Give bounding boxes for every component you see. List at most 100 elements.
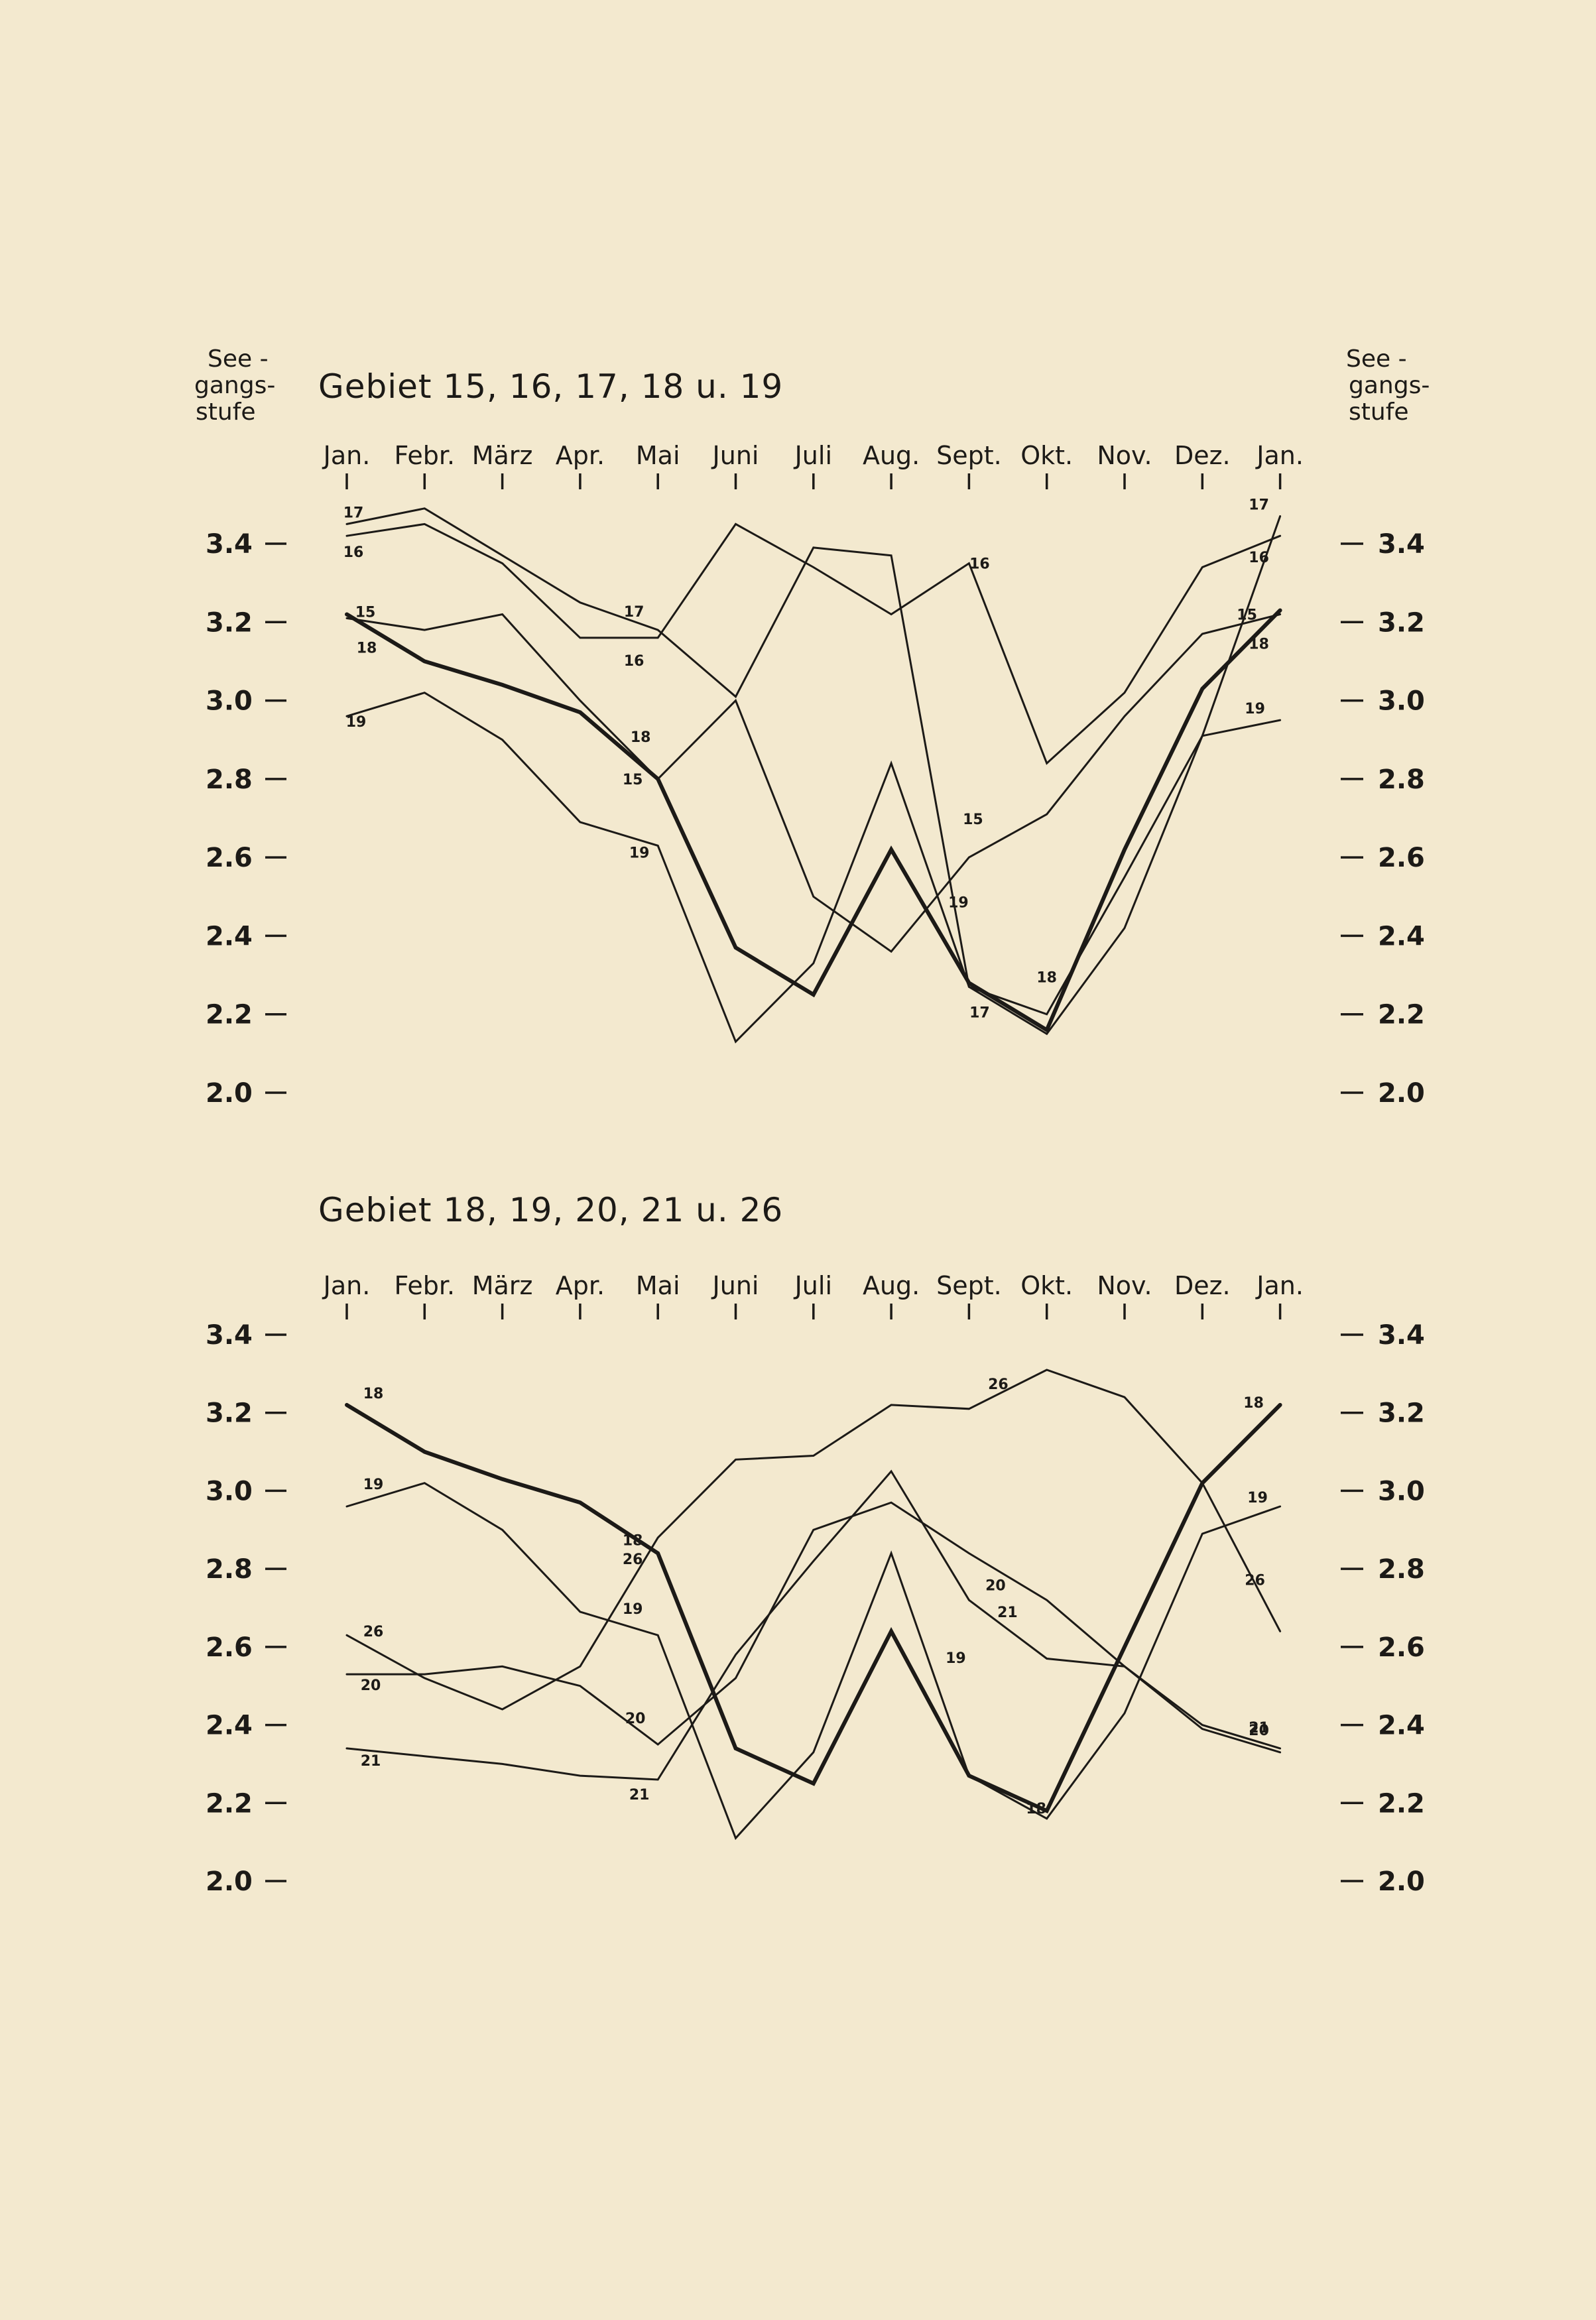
series-label-19-0: 19 — [346, 714, 367, 731]
series-label-19-2: 19 — [948, 894, 969, 911]
series-label-17-2: 17 — [969, 1005, 990, 1021]
series-label-19-3: 19 — [1247, 1490, 1268, 1506]
series-line-16 — [345, 522, 1282, 765]
month-label-11: Dez. — [1174, 1271, 1231, 1300]
month-label-6: Juli — [794, 1271, 832, 1300]
y-tick-left-2: 3.0 — [206, 686, 253, 717]
series-label-21-2: 21 — [997, 1605, 1018, 1621]
month-label-2: März — [472, 441, 533, 470]
series-line-18 — [345, 608, 1282, 1033]
y-tick-left-3: 2.8 — [206, 1554, 253, 1585]
y-tick-right-7: 2.0 — [1378, 1866, 1425, 1897]
y-tick-right-4: 2.6 — [1378, 1632, 1425, 1663]
month-label-11: Dez. — [1174, 441, 1231, 470]
y-tick-right-1: 3.2 — [1378, 607, 1425, 638]
y-tick-left-0: 3.4 — [206, 1320, 253, 1351]
chart-2-title: Gebiet 18, 19, 20, 21 u. 26 — [318, 1191, 783, 1229]
month-label-0: Jan. — [322, 1271, 371, 1300]
y-axis-label-left-line-3: stufe — [196, 398, 256, 426]
chart-1-title: Gebiet 15, 16, 17, 18 u. 19 — [318, 367, 783, 406]
series-label-19-3: 19 — [1245, 701, 1265, 717]
y-tick-right-3: 2.8 — [1378, 764, 1425, 795]
series-line-17 — [345, 507, 1282, 1036]
y-tick-left-3: 2.8 — [206, 764, 253, 795]
month-label-6: Juli — [794, 441, 832, 470]
series-line-15 — [345, 613, 1282, 953]
y-tick-right-2: 3.0 — [1378, 1476, 1425, 1506]
series-line-19 — [345, 692, 1282, 1044]
month-label-9: Okt. — [1020, 441, 1073, 470]
month-label-4: Mai — [636, 1271, 680, 1300]
series-label-17-1: 17 — [624, 604, 645, 621]
y-axis-label-right: See - gangs- stufe — [1346, 345, 1438, 426]
series-label-18-1: 18 — [631, 729, 651, 746]
month-label-7: Aug. — [863, 1271, 920, 1300]
series-line-19 — [345, 1482, 1282, 1841]
chart-area-1: Gebiet 15, 16, 17, 18 u. 19 Jan. Febr. Mär… — [206, 367, 1425, 1109]
y-axis-label-left-line-2: gangs- — [194, 372, 275, 399]
y-tick-left-5: 2.4 — [206, 921, 253, 951]
y-tick-right-3: 2.8 — [1378, 1554, 1425, 1585]
series-label-18-3: 18 — [1243, 1395, 1264, 1412]
y-tick-right-6: 2.2 — [1378, 1788, 1425, 1819]
y-tick-left-2: 3.0 — [206, 1476, 253, 1506]
month-label-7: Aug. — [863, 441, 920, 470]
series-label-15-2: 15 — [963, 812, 983, 828]
y-tick-left-4: 2.6 — [206, 843, 253, 873]
series-label-20-3: 20 — [1249, 1723, 1269, 1739]
series-line-18 — [345, 1402, 1282, 1814]
series-label-19-1: 19 — [629, 845, 650, 861]
series-label-18-3: 18 — [1249, 637, 1269, 653]
series-line-26 — [345, 1369, 1282, 1711]
y-tick-right-1: 3.2 — [1378, 1398, 1425, 1429]
y-tick-left-7: 2.0 — [206, 1866, 253, 1897]
month-label-5: Juni — [711, 441, 759, 470]
series-line-21 — [345, 1469, 1282, 1781]
series-label-18-2: 18 — [1036, 969, 1057, 986]
month-label-1: Febr. — [395, 1271, 456, 1300]
y-tick-left-0: 3.4 — [206, 529, 253, 560]
series-label-19-1: 19 — [623, 1601, 643, 1618]
month-label-8: Sept. — [936, 1271, 1002, 1300]
y-tick-left-1: 3.2 — [206, 607, 253, 638]
y-axis-label-left-line-1: See - — [208, 345, 269, 373]
y-tick-right-0: 3.4 — [1378, 1320, 1425, 1351]
month-label-4: Mai — [636, 441, 680, 470]
series-label-20-0: 20 — [361, 1678, 381, 1694]
y-tick-right-7: 2.0 — [1378, 1078, 1425, 1109]
series-label-26-2: 26 — [988, 1376, 1009, 1393]
series-label-18-1: 18 — [623, 1533, 643, 1550]
series-label-26-1: 26 — [623, 1552, 643, 1568]
y-axis-label-right-line-1: See - — [1346, 345, 1407, 373]
series-line-20 — [345, 1501, 1282, 1754]
series-label-17-3: 17 — [1249, 497, 1269, 514]
month-label-10: Nov. — [1097, 1271, 1152, 1300]
y-tick-right-5: 2.4 — [1378, 921, 1425, 951]
series-label-20-1: 20 — [625, 1711, 646, 1727]
series-label-15-0: 15 — [355, 604, 376, 621]
y-tick-left-7: 2.0 — [206, 1078, 253, 1109]
series-label-16-2: 16 — [969, 556, 990, 573]
series-label-15-1: 15 — [623, 772, 643, 788]
y-axis-label-right-line-3: stufe — [1349, 398, 1409, 426]
y-tick-left-5: 2.4 — [206, 1711, 253, 1741]
series-label-26-3: 26 — [1245, 1572, 1265, 1589]
month-label-9: Okt. — [1020, 1271, 1073, 1300]
month-label-1: Febr. — [395, 441, 456, 470]
y-tick-right-5: 2.4 — [1378, 1711, 1425, 1741]
series-label-18-0: 18 — [357, 640, 377, 656]
y-axis-label-right-line-2: gangs- — [1349, 372, 1430, 399]
series-label-17-0: 17 — [343, 505, 364, 521]
series-label-16-0: 16 — [343, 544, 364, 561]
series-label-21-1: 21 — [629, 1787, 650, 1803]
chart-area-2: Gebiet 18, 19, 20, 21 u. 26 Jan. Febr. Mär… — [206, 1191, 1425, 1897]
month-label-2: März — [472, 1271, 533, 1300]
y-tick-right-0: 3.4 — [1378, 529, 1425, 560]
series-label-26-0: 26 — [363, 1624, 384, 1640]
month-label-0: Jan. — [322, 441, 371, 470]
y-axis-label-left: See - gangs- stufe — [194, 345, 283, 426]
series-label-19-0: 19 — [363, 1477, 384, 1493]
series-label-18-0: 18 — [363, 1386, 384, 1402]
y-tick-left-6: 2.2 — [206, 1000, 253, 1030]
